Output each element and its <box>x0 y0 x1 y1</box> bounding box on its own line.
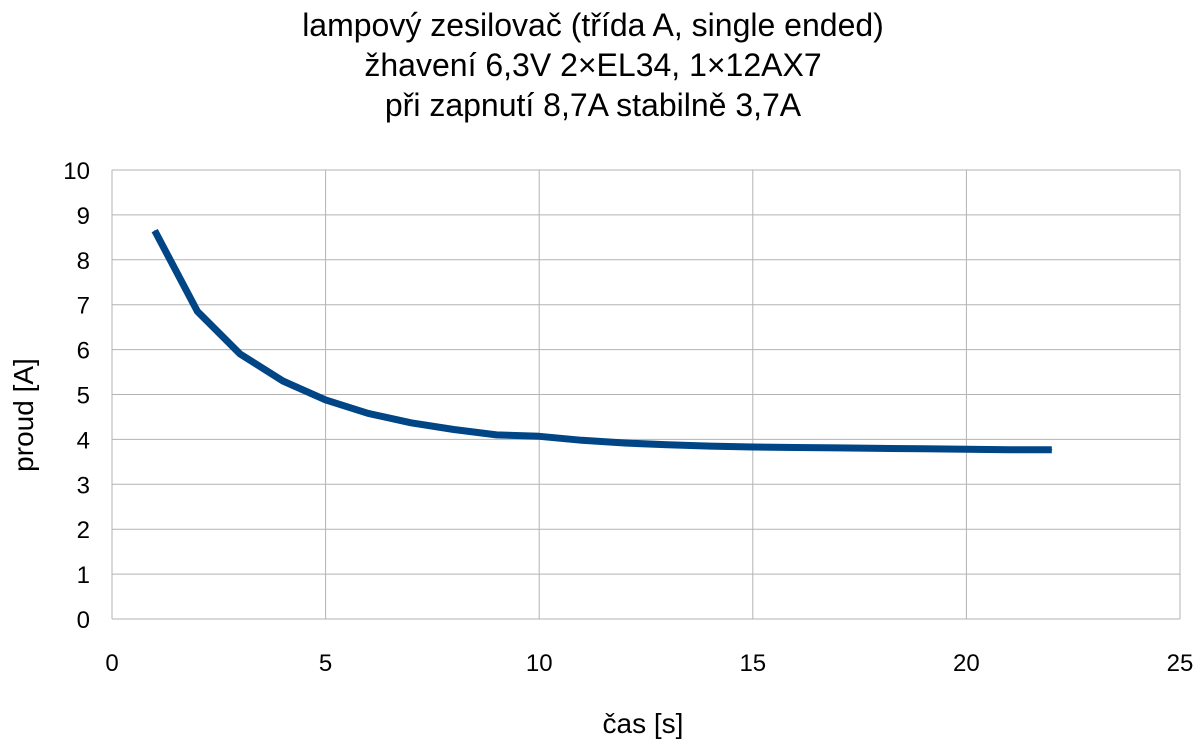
data-point <box>1008 449 1010 451</box>
data-point <box>752 446 754 448</box>
data-point <box>1051 449 1053 451</box>
gridlines <box>111 169 1181 620</box>
data-point <box>325 399 327 401</box>
x-tick-label: 5 <box>319 650 332 677</box>
y-tick-labels: 0 1 2 3 4 5 6 7 8 9 10 <box>63 158 90 634</box>
series-group <box>151 228 1053 454</box>
y-axis-label: proud [A] <box>8 358 39 472</box>
data-point <box>581 439 583 441</box>
data-point <box>154 230 156 232</box>
data-point <box>282 380 284 382</box>
y-tick-label: 2 <box>77 517 90 544</box>
y-tick-label: 10 <box>63 158 90 185</box>
data-point <box>410 422 412 424</box>
x-tick-label: 0 <box>105 650 118 677</box>
data-point <box>709 445 711 447</box>
x-axis-label: čas [s] <box>603 708 684 739</box>
data-point <box>196 310 198 312</box>
data-point <box>624 442 626 444</box>
data-point <box>453 429 455 431</box>
y-tick-label: 9 <box>77 203 90 230</box>
data-point <box>367 412 369 414</box>
y-tick-label: 0 <box>77 607 90 634</box>
data-point <box>495 434 497 436</box>
data-point <box>666 444 668 446</box>
y-tick-label: 7 <box>77 293 90 320</box>
data-point <box>880 447 882 449</box>
x-tick-labels: 0 5 10 15 20 25 <box>105 650 1193 677</box>
y-tick-label: 4 <box>77 427 90 454</box>
y-tick-label: 5 <box>77 383 90 410</box>
series-line <box>151 228 1052 454</box>
title-line-1: lampový zesilovač (třída A, single ended… <box>302 7 884 43</box>
data-point <box>795 446 797 448</box>
chart-title: lampový zesilovač (třída A, single ended… <box>302 7 884 123</box>
data-point <box>239 353 241 355</box>
y-tick-label: 3 <box>77 472 90 499</box>
x-tick-label: 20 <box>953 650 980 677</box>
title-line-2: žhavení 6,3V 2×EL34, 1×12AX7 <box>364 47 821 83</box>
y-tick-label: 6 <box>77 338 90 365</box>
x-tick-label: 25 <box>1167 650 1194 677</box>
data-point <box>965 448 967 450</box>
title-line-3: při zapnutí 8,7A stabilně 3,7A <box>385 87 802 123</box>
data-point <box>923 448 925 450</box>
y-tick-label: 8 <box>77 248 90 275</box>
x-tick-label: 10 <box>526 650 553 677</box>
data-point <box>837 447 839 449</box>
y-tick-label: 1 <box>77 562 90 589</box>
x-tick-label: 15 <box>739 650 766 677</box>
data-point <box>538 435 540 437</box>
